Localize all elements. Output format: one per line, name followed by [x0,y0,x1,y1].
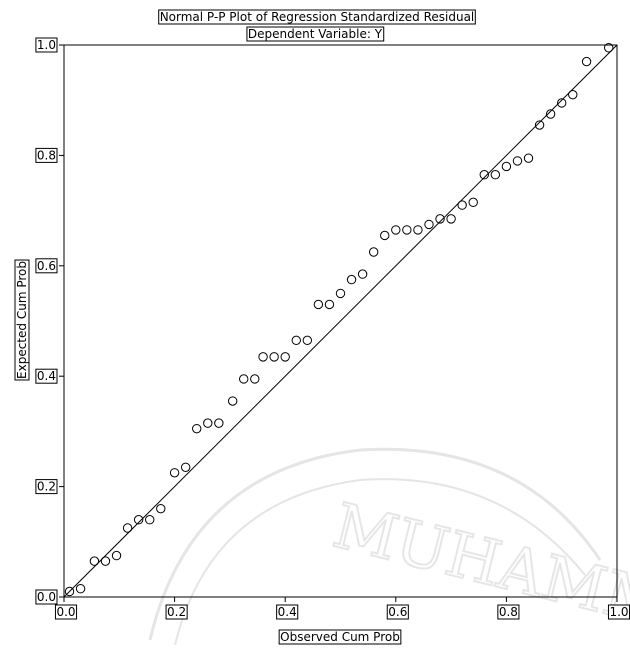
chart-title-box [158,9,476,25]
data-point [523,153,534,163]
x-tick-label: 0.6 [388,605,407,619]
data-point [122,523,133,533]
data-points [64,43,614,597]
reference-diagonal-line [63,44,618,598]
data-point [402,225,412,235]
chart-subtitle-box [246,26,385,42]
chart-title-group: Normal P-P Plot of Regression Standardiz… [158,9,476,42]
x-tick-label-box [54,604,78,620]
y-tick-label-box [35,147,58,163]
x-tick-label: 0.4 [278,605,297,619]
y-tick-label-box [35,479,58,495]
data-point [490,170,501,180]
x-tick-label: 0.8 [499,605,518,619]
data-point [324,299,335,310]
x-tick-label-box [497,604,520,620]
data-point [75,584,86,594]
data-point [145,515,155,525]
data-point [545,109,556,119]
y-tick-label: 0.6 [37,259,56,273]
data-point [169,468,180,478]
data-point [413,225,423,235]
data-point [89,556,100,566]
data-point [380,230,390,241]
data-point [368,247,379,257]
data-point [250,374,260,384]
data-point [457,200,467,210]
data-point [111,550,122,561]
data-point [227,396,238,406]
chart-title: Normal P-P Plot of Regression Standardiz… [160,10,475,24]
data-point [269,352,279,362]
y-tick-label-box [35,37,58,53]
x-axis-label: Observed Cum Prob [280,630,400,644]
y-tick-label-box [35,258,58,274]
data-point [568,89,578,100]
y-tick-label: 0.4 [37,369,56,383]
data-point [424,219,434,230]
data-point [133,515,144,525]
x-tick-label: 0.2 [167,605,186,619]
y-axis-label: Expected Cum Prob [15,261,29,379]
data-point [156,503,166,514]
y-tick-label: 0.2 [37,480,56,494]
x-tick-label-box [386,604,409,620]
y-tick-label: 1.0 [37,38,56,52]
y-tick-label: 0.0 [37,590,56,604]
y-tick-label-box [35,368,58,384]
x-tick-label: 1.0 [609,605,628,619]
data-point [258,352,268,362]
data-point [100,556,111,566]
data-point [280,352,290,362]
data-point [479,170,489,180]
data-point [357,269,368,279]
data-point [501,161,512,172]
x-tick-label: 0.0 [56,605,75,619]
data-point [435,214,445,224]
chart-subtitle: Dependent Variable: Y [248,27,383,41]
data-point [391,225,401,235]
data-point [239,374,249,384]
data-point [192,423,202,434]
data-point [335,288,346,299]
x-tick-label-box [276,604,299,620]
data-point [557,98,567,108]
data-point [446,214,456,224]
y-tick-label-box [35,589,58,605]
data-point [214,418,224,428]
x-tick-label-box [165,604,188,620]
y-axis-label-box [14,259,30,381]
data-point [64,586,75,597]
data-point [291,335,301,346]
plot-area [63,44,618,598]
x-axis-label-box [278,629,402,645]
data-point [313,299,324,310]
y-tick-label: 0.8 [37,148,56,162]
data-point [468,197,478,208]
data-point [302,335,313,346]
data-point [604,43,614,53]
data-point [534,120,545,130]
data-point [581,56,592,67]
data-point [180,462,191,472]
watermark-text: MUHAMMA [326,489,630,649]
data-point [203,418,213,428]
data-point [512,156,523,166]
axis-ticks: 0.0 0.2 0.4 0.6 0.8 1.0 0.0 0.2 0.4 0.6 0.8 1.0 [35,37,630,620]
data-point [346,274,357,285]
